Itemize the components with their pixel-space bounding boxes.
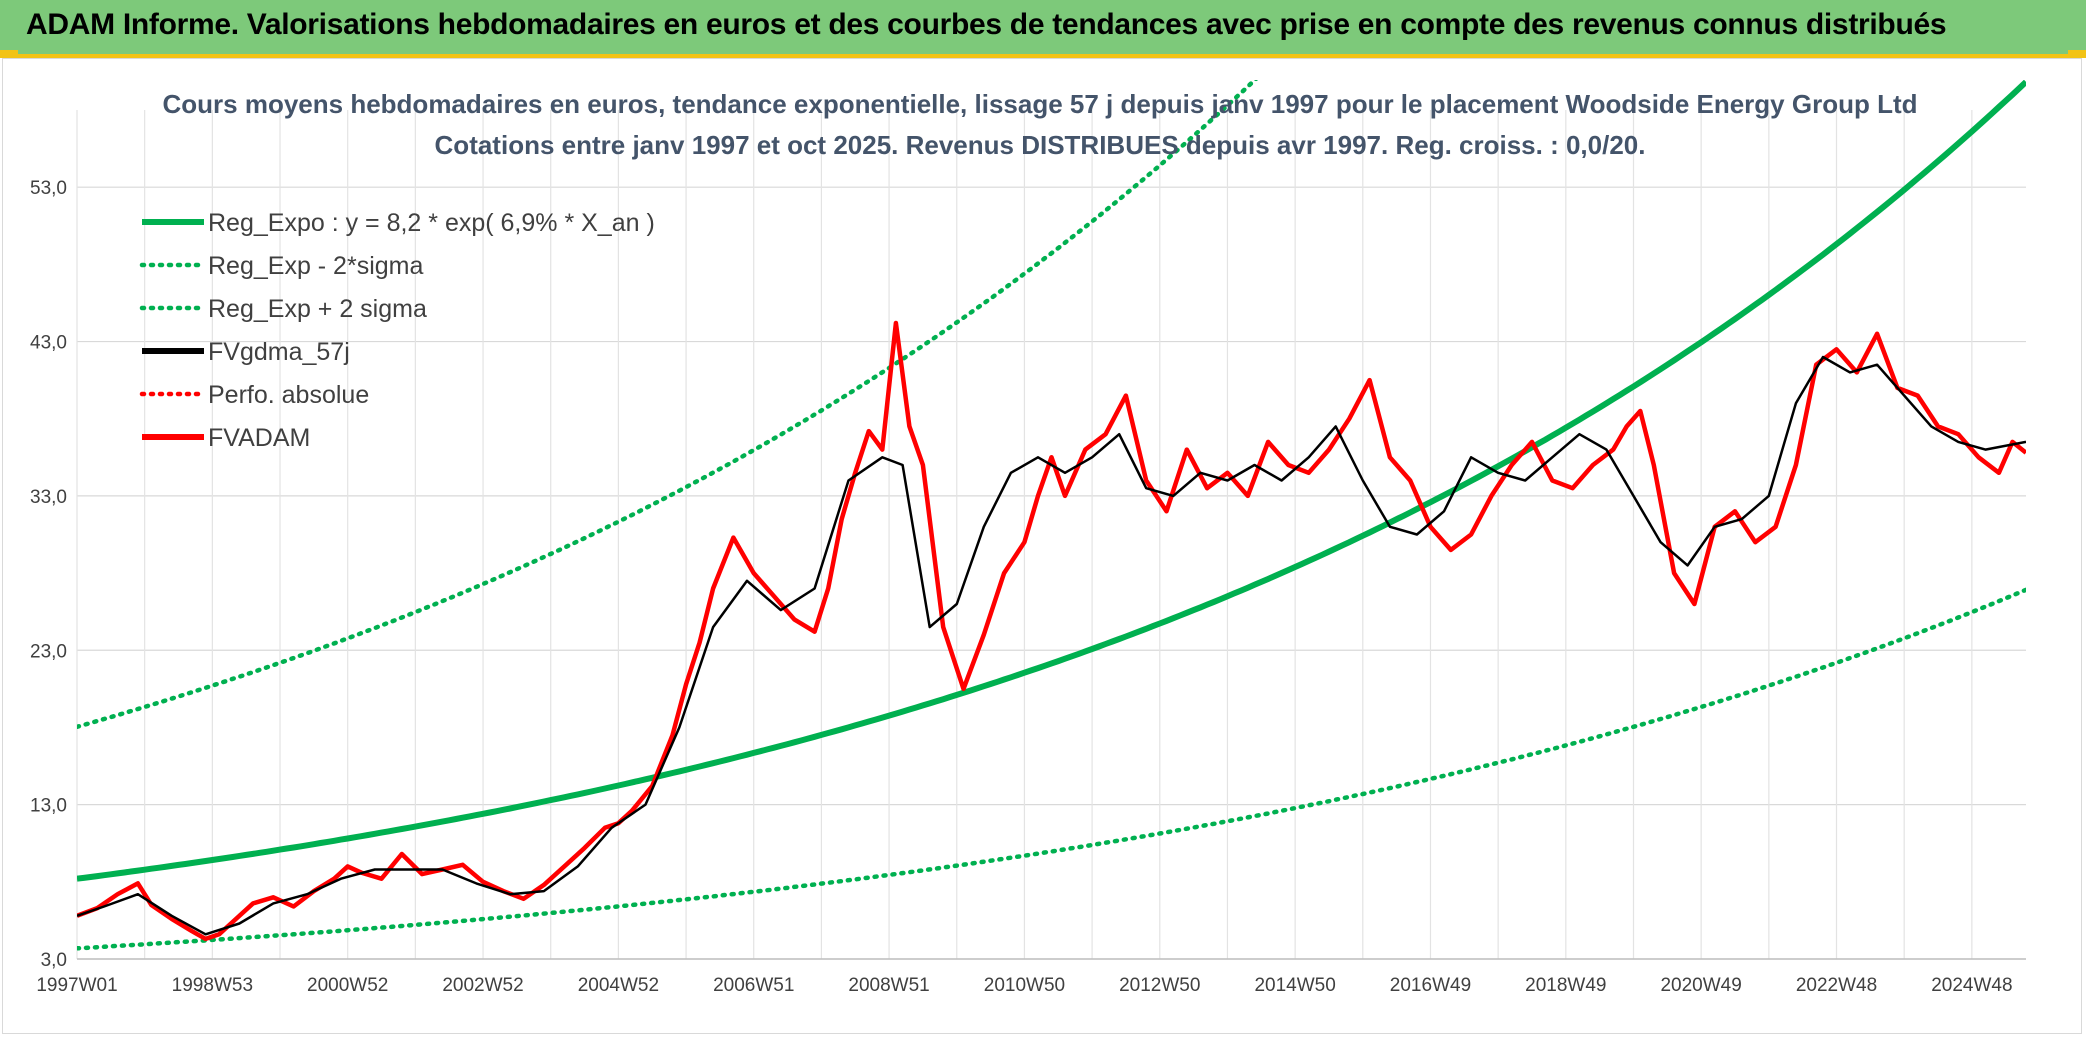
y-tick-label: 53,0 — [30, 178, 67, 199]
x-tick-label: 2020W49 — [1660, 975, 1741, 996]
legend-label: Reg_Exp + 2 sigma — [208, 295, 427, 323]
x-tick-label: 1998W53 — [172, 975, 253, 996]
legend-label: FVgdma_57j — [208, 338, 350, 366]
x-tick-label: 2012W50 — [1119, 975, 1200, 996]
legend-label: Perfo. absolue — [208, 381, 369, 409]
banner-corner-right — [2068, 50, 2086, 58]
chart-subtitle: Cotations entre janv 1997 et oct 2025. R… — [435, 130, 1646, 160]
x-axis-ticks: 1997W01 1998W53 2000W52 2002W52 2004W52 2006W… — [36, 975, 2012, 996]
x-tick-label: 1997W01 — [36, 975, 117, 996]
x-tick-label: 2022W48 — [1796, 975, 1877, 996]
reg-exp-minus-2sigma-line — [77, 587, 2026, 951]
y-tick-label: 13,0 — [30, 796, 67, 817]
reg-exp-plus-2sigma-line — [77, 80, 1258, 730]
x-tick-label: 2006W51 — [713, 975, 794, 996]
grid — [76, 110, 2026, 960]
y-tick-label: 3,0 — [41, 950, 67, 971]
report-title: ADAM Informe. Valorisations hebdomadaire… — [26, 8, 1947, 41]
y-tick-label: 33,0 — [30, 487, 67, 508]
reg-expo-line — [77, 80, 2026, 882]
x-tick-label: 2000W52 — [307, 975, 388, 996]
fvadam-line — [77, 320, 2026, 942]
x-tick-label: 2004W52 — [578, 975, 659, 996]
chart-frame — [2, 58, 2082, 1034]
legend-label: Reg_Exp - 2*sigma — [208, 252, 423, 280]
chart-title: Cours moyens hebdomadaires en euros, ten… — [163, 89, 1918, 119]
legend-label: Reg_Expo : y = 8,2 * exp( 6,9% * X_an ) — [208, 209, 655, 237]
banner-corner-left — [0, 50, 18, 58]
y-tick-label: 23,0 — [30, 641, 67, 662]
x-tick-label: 2018W49 — [1525, 975, 1606, 996]
series-lines — [77, 80, 2026, 951]
legend-label: FVADAM — [208, 424, 310, 452]
y-tick-label: 43,0 — [30, 333, 67, 354]
y-axis-ticks: 3,0 13,0 23,0 33,0 43,0 53,0 — [30, 178, 67, 971]
x-tick-label: 2002W52 — [442, 975, 523, 996]
x-tick-label: 2014W50 — [1254, 975, 1335, 996]
x-tick-label: 2016W49 — [1390, 975, 1471, 996]
legend: Reg_Expo : y = 8,2 * exp( 6,9% * X_an ) R… — [139, 209, 655, 452]
fvgdma-57j-line — [77, 355, 2026, 936]
x-tick-label: 2024W48 — [1931, 975, 2012, 996]
report-banner: ADAM Informe. Valorisations hebdomadaire… — [0, 0, 2086, 58]
x-tick-label: 2008W51 — [848, 975, 929, 996]
x-tick-label: 2010W50 — [984, 975, 1065, 996]
